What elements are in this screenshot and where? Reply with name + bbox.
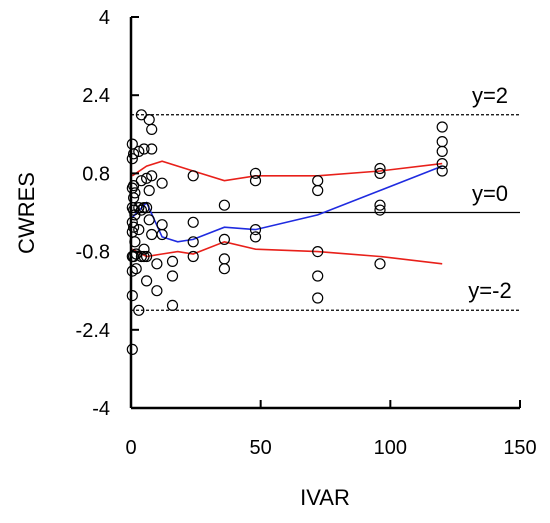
data-point: [436, 145, 448, 157]
data-point: [187, 216, 199, 228]
lower-band-line: [131, 240, 443, 265]
y-tick-label: -0.8: [76, 242, 110, 264]
y-axis-title: CWRES: [14, 172, 39, 254]
data-point: [156, 219, 168, 231]
data-point: [128, 148, 140, 160]
data-point: [126, 153, 138, 165]
data-point: [133, 304, 145, 316]
data-point: [436, 165, 448, 177]
data-point: [135, 250, 147, 263]
data-point: [187, 250, 199, 263]
data-point: [187, 236, 199, 248]
data-points: [126, 109, 448, 355]
data-point: [436, 136, 448, 148]
data-point: [151, 285, 163, 297]
x-tick-label: 100: [374, 437, 407, 459]
x-tick-label: 0: [125, 437, 136, 459]
data-point: [133, 224, 145, 236]
data-point: [312, 246, 324, 258]
data-point: [141, 275, 153, 287]
data-point: [249, 175, 262, 187]
data-point: [436, 121, 448, 133]
data-point: [218, 233, 230, 245]
data-point: [374, 167, 386, 179]
trend-line: [131, 165, 443, 243]
reference-label-lower: y=-2: [468, 278, 511, 303]
data-point: [151, 258, 163, 270]
data-point: [166, 299, 179, 311]
data-point: [138, 250, 150, 263]
data-point: [166, 255, 179, 267]
y-tick-label: -4: [92, 398, 110, 420]
y-tick-label: 2.4: [82, 85, 110, 107]
data-point: [374, 162, 386, 175]
data-point: [133, 145, 145, 157]
data-point: [146, 228, 158, 241]
data-point: [218, 263, 230, 275]
data-point: [436, 158, 448, 170]
data-point: [146, 123, 158, 135]
data-point: [374, 204, 386, 216]
data-point: [218, 199, 230, 211]
data-point: [138, 202, 150, 214]
data-point: [143, 214, 155, 226]
y-tick-label: 4: [99, 7, 110, 29]
data-point: [126, 290, 138, 302]
data-point: [374, 258, 386, 270]
data-point: [126, 343, 138, 355]
data-point: [128, 204, 140, 216]
data-point: [218, 253, 230, 265]
data-point: [156, 177, 168, 189]
x-axis-title: IVAR: [300, 485, 350, 510]
data-point: [374, 199, 386, 211]
data-point: [166, 270, 179, 282]
data-point: [249, 167, 262, 179]
data-point: [312, 292, 324, 304]
reference-lines: y=2 y=0 y=-2: [131, 83, 520, 311]
data-point: [128, 180, 140, 192]
data-point: [128, 221, 140, 233]
x-tick-label: 50: [250, 437, 272, 459]
data-point: [135, 175, 147, 187]
data-point: [135, 204, 147, 216]
data-point: [141, 202, 153, 214]
data-point: [156, 228, 168, 241]
data-point: [128, 192, 140, 204]
data-point: [138, 243, 150, 255]
y-tick-label: 0.8: [82, 163, 110, 185]
x-tick-label: 150: [503, 437, 536, 459]
data-point: [146, 143, 158, 155]
reference-label-zero: y=0: [472, 181, 508, 206]
data-point: [312, 270, 324, 282]
data-point: [187, 170, 199, 182]
upper-band-line: [131, 160, 443, 182]
axes: 4 2.4 0.8 -0.8 -2.4 -4 0 50 100 150: [76, 7, 537, 459]
data-point: [141, 250, 153, 263]
data-point: [312, 175, 324, 187]
data-point: [146, 170, 158, 182]
data-point: [138, 143, 150, 155]
data-point: [312, 184, 324, 197]
data-point: [249, 224, 262, 236]
data-point: [133, 202, 145, 214]
data-point: [143, 184, 155, 197]
reference-label-upper: y=2: [472, 83, 508, 108]
data-point: [141, 172, 153, 184]
data-point: [143, 113, 155, 126]
y-tick-label: -2.4: [76, 320, 110, 342]
data-point: [249, 231, 262, 243]
